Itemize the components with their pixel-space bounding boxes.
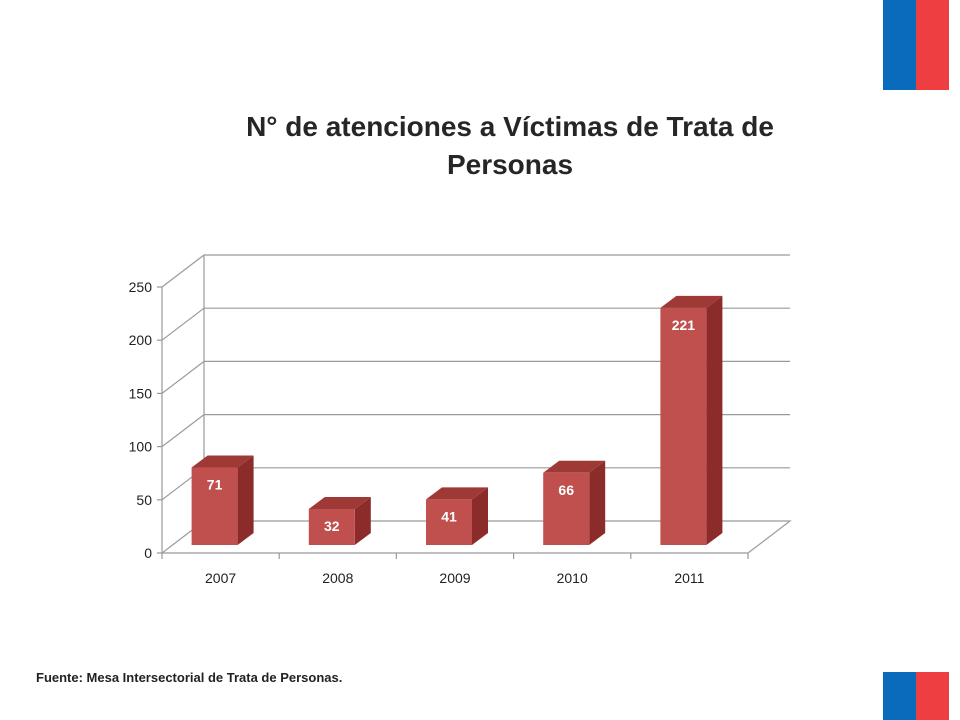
bar-top: [543, 460, 606, 473]
floor: [160, 520, 792, 554]
y-tick-label: 100: [129, 439, 153, 455]
y-tick-label: 250: [129, 279, 153, 295]
gridline-diagonal: [161, 254, 205, 288]
bar-top: [660, 295, 723, 308]
data-label: 41: [441, 508, 457, 524]
data-label: 221: [672, 317, 696, 333]
chart-title: N° de atenciones a Víctimas de Trata de …: [246, 111, 774, 180]
gridline-diagonal: [161, 414, 205, 448]
flag-blue-stripe: [883, 0, 916, 90]
data-label: 32: [324, 518, 340, 534]
bar-side: [354, 496, 371, 545]
y-tick-label: 50: [136, 492, 152, 508]
bar-side: [237, 455, 254, 545]
source-note: Fuente: Mesa Intersectorial de Trata de …: [36, 670, 343, 685]
flag-decoration-top: [883, 0, 949, 90]
bar: [660, 307, 707, 545]
gridline-diagonal: [161, 307, 205, 341]
flag-decoration-bottom: [883, 672, 949, 720]
bar-side: [706, 295, 723, 545]
bar-chart: 0 50 100 150 200 250 2007 2008 2009 2010 2011 71 32 4…: [129, 254, 792, 586]
x-tick-label: 2011: [674, 570, 704, 586]
bar-side: [472, 487, 488, 545]
bar: [543, 472, 590, 545]
x-tick-label: 2009: [439, 570, 470, 586]
bar-top: [308, 496, 371, 509]
bar-side: [589, 460, 606, 545]
bar: [191, 467, 238, 545]
bar: [308, 508, 355, 545]
y-tick-label: 0: [144, 545, 152, 561]
y-tick-label: 150: [129, 385, 153, 401]
x-tick-label: 2010: [557, 570, 588, 586]
x-tick-label: 2007: [205, 570, 236, 586]
y-tick-label: 200: [129, 332, 153, 348]
data-label: 71: [207, 476, 223, 492]
flag-blue-stripe: [883, 672, 916, 720]
bar: [426, 499, 472, 545]
x-tick-label: 2008: [322, 570, 353, 586]
flag-red-stripe: [916, 0, 949, 90]
flag-red-stripe: [916, 672, 949, 720]
bar-top: [426, 487, 488, 500]
data-label: 66: [558, 482, 574, 498]
bar-top: [191, 455, 254, 468]
gridline-diagonal: [161, 360, 205, 394]
